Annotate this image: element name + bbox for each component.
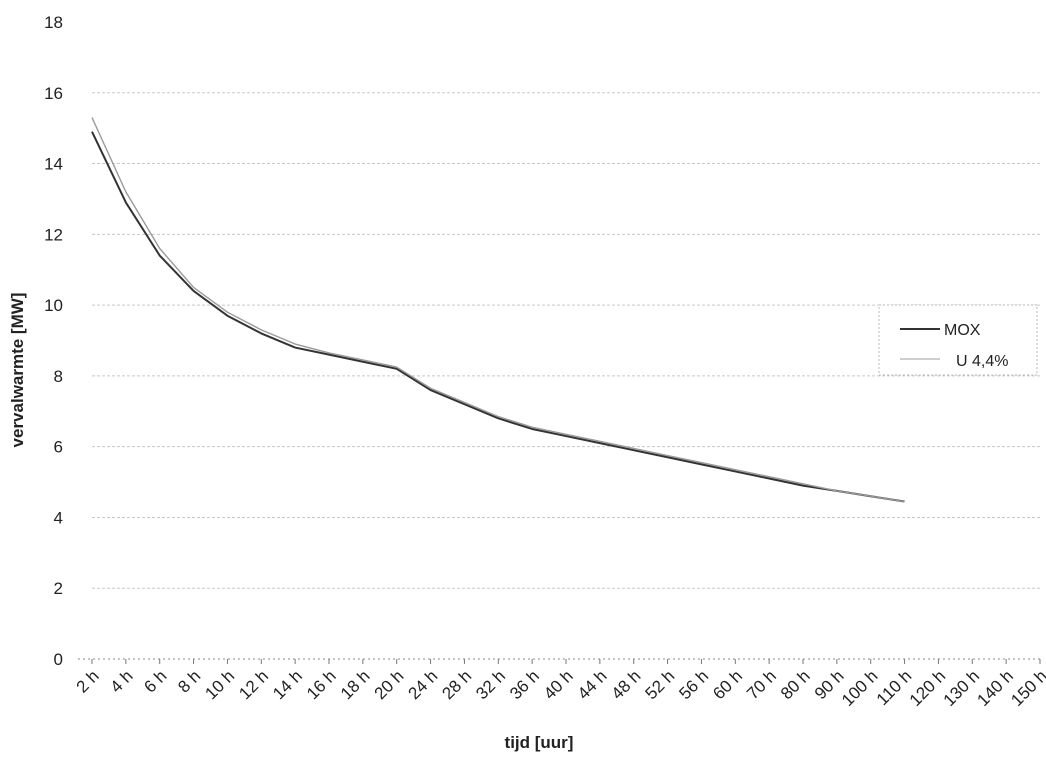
x-tick-label: 44 h <box>574 666 611 703</box>
x-tick-label: 140 h <box>973 666 1017 710</box>
x-axis-title: tijd [uur] <box>505 733 574 752</box>
series-line-mox <box>91 131 905 503</box>
y-tick-label: 0 <box>54 650 63 669</box>
y-axis-title: vervalwarmte [MW] <box>8 293 27 448</box>
x-tick-label: 18 h <box>337 666 374 703</box>
x-tick-label: 120 h <box>906 666 950 710</box>
x-tick-label: 130 h <box>940 666 984 710</box>
x-tick-label: 80 h <box>777 666 814 703</box>
y-tick-label: 10 <box>44 296 63 315</box>
x-tick-label: 8 h <box>174 666 204 696</box>
x-tick-label: 12 h <box>235 666 272 703</box>
x-tick-label: 10 h <box>201 666 238 703</box>
x-tick-label: 150 h <box>1007 666 1046 710</box>
y-tick-label: 18 <box>44 13 63 32</box>
y-tick-label: 12 <box>44 225 63 244</box>
x-tick-label: 16 h <box>303 666 340 703</box>
x-tick-label: 36 h <box>506 666 543 703</box>
legend: MOX U 4,4% <box>878 304 1038 376</box>
x-tick-label: 40 h <box>540 666 577 703</box>
x-tick-label: 14 h <box>269 666 306 703</box>
x-tick-label: 20 h <box>371 666 408 703</box>
y-axis-ticks: 0 2 4 6 8 10 12 14 16 18 <box>44 13 63 669</box>
x-tick-label: 6 h <box>140 666 170 696</box>
x-tick-label: 2 h <box>73 666 103 696</box>
y-tick-label: 6 <box>54 438 63 457</box>
x-tick-label: 56 h <box>675 666 712 703</box>
series-line-u-4-4- <box>91 117 905 503</box>
x-tick-label: 70 h <box>743 666 780 703</box>
y-tick-label: 14 <box>44 155 63 174</box>
x-tick-label: 60 h <box>709 666 746 703</box>
x-tick-label: 32 h <box>472 666 509 703</box>
x-tick-label: 4 h <box>107 666 137 696</box>
x-tick-label: 52 h <box>642 666 679 703</box>
x-tick-label: 100 h <box>838 666 882 710</box>
y-tick-label: 16 <box>44 84 63 103</box>
x-tick-label: 28 h <box>438 666 475 703</box>
legend-label-u44: U 4,4% <box>956 353 1008 370</box>
legend-box <box>878 304 1038 376</box>
y-tick-label: 4 <box>54 508 63 527</box>
x-tick-label: 110 h <box>873 666 916 709</box>
legend-label-mox: MOX <box>944 322 981 339</box>
x-tick-label: 24 h <box>405 666 442 703</box>
series-lines <box>91 117 905 503</box>
y-tick-label: 2 <box>54 579 63 598</box>
x-tick-label: 48 h <box>608 666 645 703</box>
y-tick-label: 8 <box>54 367 63 386</box>
